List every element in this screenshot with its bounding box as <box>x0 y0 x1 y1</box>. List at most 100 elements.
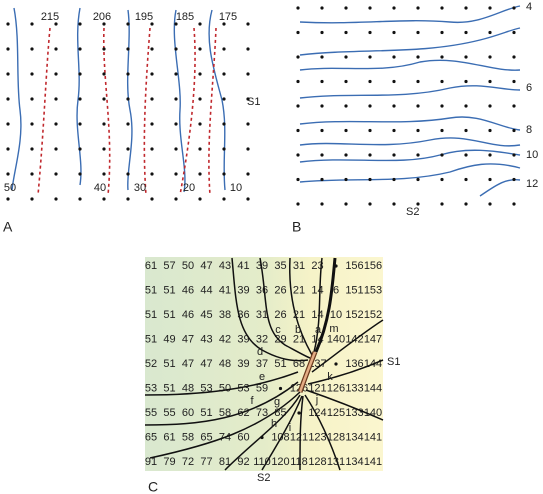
electrode-dot <box>344 55 348 59</box>
electrode-dot <box>54 147 58 151</box>
electrode-dot <box>440 30 444 35</box>
activation-time: 72 <box>182 456 194 468</box>
contour-label: 10 <box>526 149 538 161</box>
electrode-dot <box>320 128 324 133</box>
activation-time: 31 <box>293 260 305 272</box>
activation-time: 124 <box>308 407 326 419</box>
activation-time: 53 <box>145 382 157 394</box>
contour <box>173 9 186 193</box>
activation-time: 140 <box>364 407 382 419</box>
site-letter: a <box>315 324 322 336</box>
site-letter: k <box>327 371 333 383</box>
electrode-dot <box>246 97 250 101</box>
contour <box>299 149 521 163</box>
electrode-dot <box>54 197 58 201</box>
electrode-dot <box>30 22 34 26</box>
electrode-dot <box>102 72 106 76</box>
electrode-dot <box>174 172 178 176</box>
activation-time: 144 <box>364 382 382 394</box>
isochrone-label: 175 <box>219 11 237 23</box>
contour <box>144 381 299 426</box>
electrode-dot <box>198 122 202 126</box>
electrode-dot <box>464 202 468 206</box>
contour <box>313 257 323 353</box>
activation-time: 49 <box>163 333 175 345</box>
electrode-dot <box>440 128 444 133</box>
electrode-dot <box>150 72 154 76</box>
electrode-dot <box>54 22 58 26</box>
contour <box>299 137 521 147</box>
electrode-dot <box>320 6 324 10</box>
side-label: S1 <box>387 356 400 368</box>
electrode-dot <box>222 147 226 151</box>
activation-time: 51 <box>163 358 175 370</box>
electrode-dot <box>512 104 516 108</box>
electrode-dot <box>440 79 444 84</box>
activation-time: 51 <box>163 309 175 321</box>
electrode-dot <box>440 177 444 182</box>
electrode-dot <box>246 172 250 176</box>
activation-time: 141 <box>364 456 382 468</box>
electrode-dot <box>368 79 372 84</box>
activation-time: 156 <box>345 260 363 272</box>
isochrone-label: 215 <box>41 11 59 23</box>
activation-time: 77 <box>200 456 212 468</box>
electrode-dot <box>222 172 226 176</box>
site-letter: e <box>259 371 265 383</box>
electrode-dot <box>246 72 250 76</box>
electrode-dot <box>344 153 348 157</box>
electrode-dot <box>126 197 130 201</box>
site-letter: b <box>295 324 301 336</box>
activation-time: 26 <box>274 284 286 296</box>
electrode-dot <box>246 147 250 151</box>
contour <box>224 394 301 471</box>
electrode-dot <box>54 97 58 101</box>
panel-label: A <box>3 219 13 235</box>
activation-time: 38 <box>219 309 231 321</box>
electrode-dot <box>488 177 492 182</box>
electrode-dot <box>512 55 516 59</box>
contour <box>479 179 521 197</box>
electrode-dot <box>198 97 202 101</box>
electrode-dot <box>150 97 154 101</box>
contour <box>305 389 384 421</box>
activation-time: 81 <box>219 456 231 468</box>
electrode-dot <box>102 197 106 201</box>
electrode-dot <box>150 47 154 51</box>
electrode-dot <box>344 79 348 84</box>
electrode-dot <box>368 153 372 157</box>
electrode-dot <box>320 153 324 157</box>
activation-time: 31 <box>256 309 268 321</box>
electrode-dot <box>6 72 10 76</box>
electrode-dot <box>102 147 106 151</box>
contour <box>299 395 304 471</box>
activation-time: 51 <box>163 284 175 296</box>
electrode-dot <box>102 97 106 101</box>
activation-time: 121 <box>290 431 308 443</box>
electrode-dot <box>320 79 324 84</box>
activation-time: 140 <box>327 333 345 345</box>
electrode-dot <box>512 6 516 10</box>
electrode-dot <box>296 6 300 10</box>
contour <box>299 5 521 24</box>
electrode-dot <box>488 30 492 35</box>
electrode-dot <box>392 177 396 182</box>
bottom-label: S2 <box>257 472 270 484</box>
activation-time: 118 <box>290 456 308 468</box>
electrode-dot <box>6 197 10 201</box>
activation-time: 26 <box>274 309 286 321</box>
electrode-dot <box>464 6 468 10</box>
electrode-dot <box>126 122 130 126</box>
site-letter: d <box>257 346 263 358</box>
activation-time: 79 <box>163 456 175 468</box>
activation-time: 45 <box>200 309 212 321</box>
activation-time: 6 <box>333 284 339 296</box>
electrode-dot <box>368 177 372 182</box>
electrode-dot <box>297 411 301 415</box>
electrode-dot <box>150 122 154 126</box>
electrode-dot <box>320 104 324 108</box>
contour <box>126 9 133 191</box>
electrode-dot <box>512 30 516 35</box>
activation-time: 58 <box>182 431 194 443</box>
electrode-dot <box>464 30 468 35</box>
